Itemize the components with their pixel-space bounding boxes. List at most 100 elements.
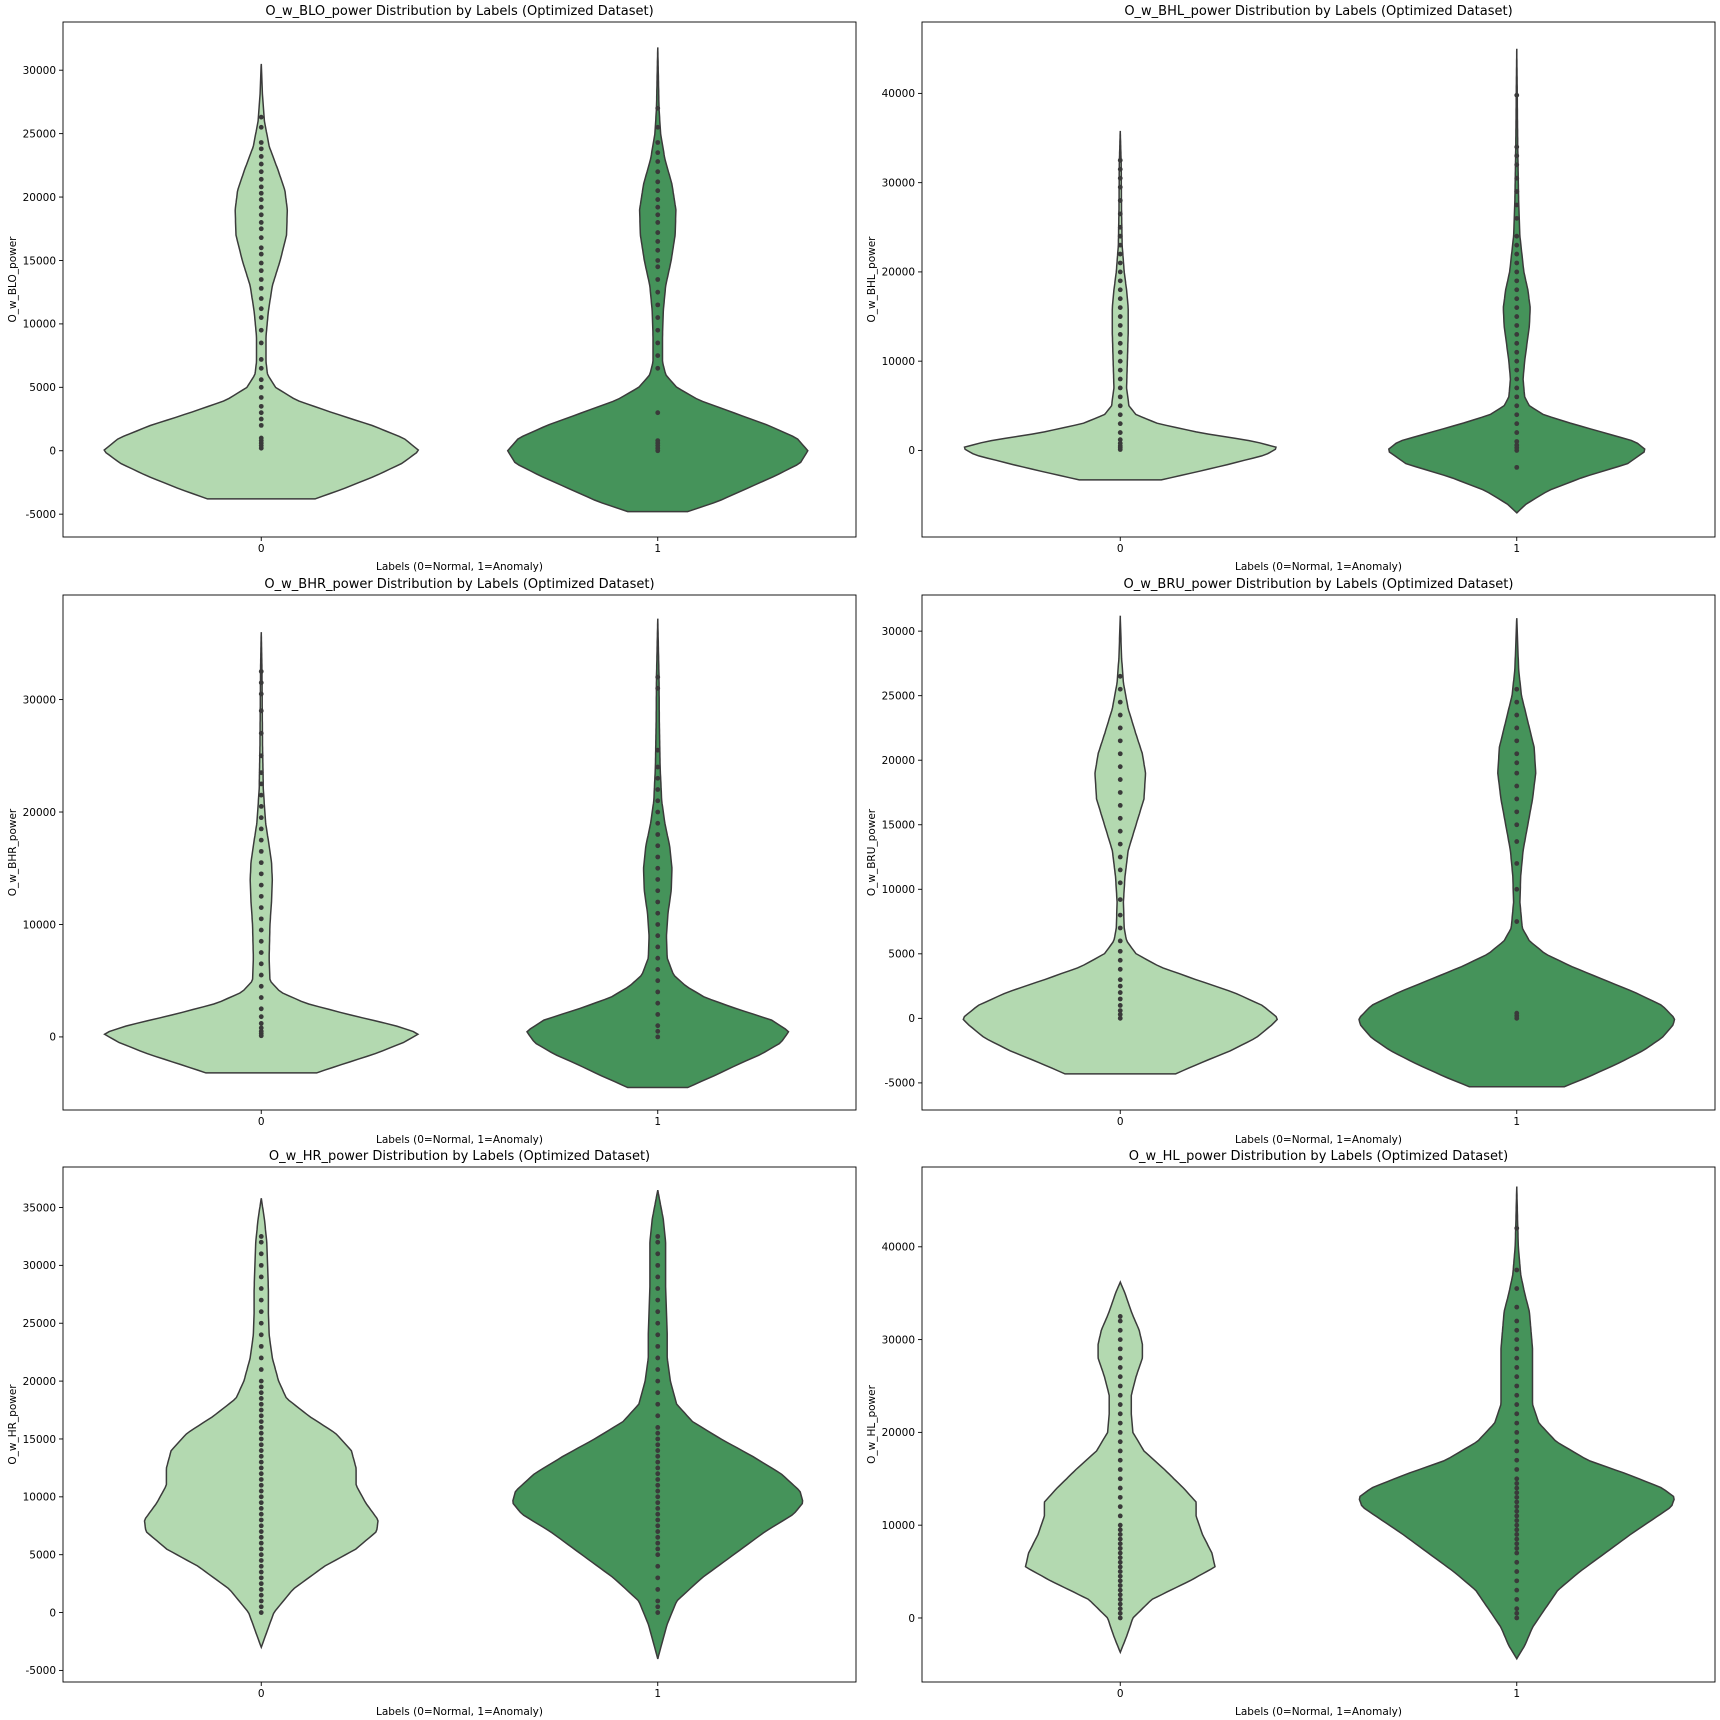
data-point xyxy=(655,1390,661,1396)
data-point xyxy=(258,815,264,821)
data-point xyxy=(1514,686,1520,692)
data-point xyxy=(1117,1494,1123,1500)
data-point xyxy=(1514,822,1520,828)
data-point xyxy=(258,146,264,152)
data-point xyxy=(258,1286,264,1291)
data-point xyxy=(1117,1429,1123,1435)
data-point xyxy=(655,843,661,849)
data-point xyxy=(1117,376,1123,382)
data-point xyxy=(258,893,264,899)
data-point xyxy=(1117,948,1123,954)
data-point xyxy=(655,674,661,680)
data-point xyxy=(258,1610,264,1615)
data-point xyxy=(655,1436,661,1442)
data-point xyxy=(1117,751,1123,757)
data-point xyxy=(655,1552,661,1558)
data-point xyxy=(655,854,661,860)
x-axis-label: Labels (0=Normal, 1=Anomaly) xyxy=(376,1706,543,1718)
x-tick-label: 1 xyxy=(654,1688,661,1700)
data-point xyxy=(258,154,264,159)
data-point xyxy=(258,124,264,130)
data-point xyxy=(258,1378,264,1384)
data-point xyxy=(1514,287,1520,293)
y-tick-label: 20000 xyxy=(23,1376,56,1388)
violin-1 xyxy=(512,1189,804,1660)
y-tick-label: 10000 xyxy=(882,884,915,896)
data-point xyxy=(258,837,264,843)
data-point xyxy=(655,764,661,770)
data-point xyxy=(1117,673,1123,679)
data-point xyxy=(1514,1286,1520,1291)
data-point xyxy=(655,1262,661,1268)
data-point xyxy=(1514,809,1520,815)
data-point xyxy=(258,1598,264,1604)
data-point xyxy=(1514,162,1520,168)
data-point xyxy=(655,264,661,270)
data-point xyxy=(655,1563,661,1569)
y-tick-label: 15000 xyxy=(882,820,915,832)
data-point xyxy=(258,1396,264,1401)
data-point xyxy=(655,1028,661,1034)
data-point xyxy=(655,820,661,826)
data-point xyxy=(258,235,264,241)
data-point xyxy=(1117,437,1123,443)
y-tick-label: 30000 xyxy=(23,694,56,706)
data-point xyxy=(655,438,661,443)
data-point xyxy=(1117,260,1123,266)
data-point xyxy=(1117,305,1123,311)
data-point xyxy=(1117,1012,1123,1017)
data-point xyxy=(655,188,661,194)
x-tick-label: 0 xyxy=(258,543,265,555)
data-point xyxy=(258,1494,264,1500)
y-tick-label: 35000 xyxy=(23,1202,56,1214)
data-point xyxy=(1117,1606,1123,1612)
data-point xyxy=(1514,323,1520,328)
data-point xyxy=(1117,440,1123,446)
data-point xyxy=(1514,376,1520,382)
data-point xyxy=(655,865,661,871)
subplot-6: O_w_HL_power Distribution by Labels (Opt… xyxy=(866,1149,1716,1718)
y-tick-label: 20000 xyxy=(23,192,56,204)
data-point xyxy=(655,197,661,202)
data-point xyxy=(1117,1573,1123,1579)
data-point xyxy=(655,775,661,781)
data-point xyxy=(655,1482,661,1488)
data-point xyxy=(1514,464,1520,470)
data-point xyxy=(258,1419,264,1425)
data-point xyxy=(655,1488,661,1494)
data-point xyxy=(1514,269,1520,275)
chart-title: O_w_BRU_power Distribution by Labels (Op… xyxy=(1124,577,1514,592)
data-point xyxy=(1514,1569,1520,1574)
data-point xyxy=(258,781,264,787)
subplot-5: O_w_HR_power Distribution by Labels (Opt… xyxy=(7,1149,857,1718)
data-point xyxy=(1514,1355,1520,1361)
x-tick-label: 0 xyxy=(1117,1688,1124,1700)
data-point xyxy=(1514,1597,1520,1602)
data-point xyxy=(1117,1448,1123,1454)
data-point xyxy=(655,410,661,416)
data-point xyxy=(655,747,661,753)
data-point xyxy=(1117,957,1123,963)
data-point xyxy=(258,260,264,266)
data-point xyxy=(1117,1545,1123,1551)
data-point xyxy=(258,1477,264,1482)
data-point xyxy=(258,176,264,182)
data-point xyxy=(655,277,661,282)
data-point xyxy=(1514,1518,1520,1523)
data-point xyxy=(1117,1015,1123,1021)
data-point xyxy=(655,340,661,346)
data-point xyxy=(655,798,661,804)
data-point xyxy=(655,1286,661,1291)
data-point xyxy=(258,212,264,218)
data-point xyxy=(1514,1527,1520,1533)
data-point xyxy=(258,395,264,400)
data-point xyxy=(655,1424,661,1430)
data-point xyxy=(655,258,661,263)
data-point xyxy=(655,239,661,244)
axes-frame xyxy=(62,1166,857,1683)
data-point xyxy=(258,1587,264,1592)
data-point xyxy=(655,787,661,792)
data-point xyxy=(258,161,264,167)
data-point xyxy=(1117,777,1123,782)
data-point xyxy=(1117,841,1123,847)
